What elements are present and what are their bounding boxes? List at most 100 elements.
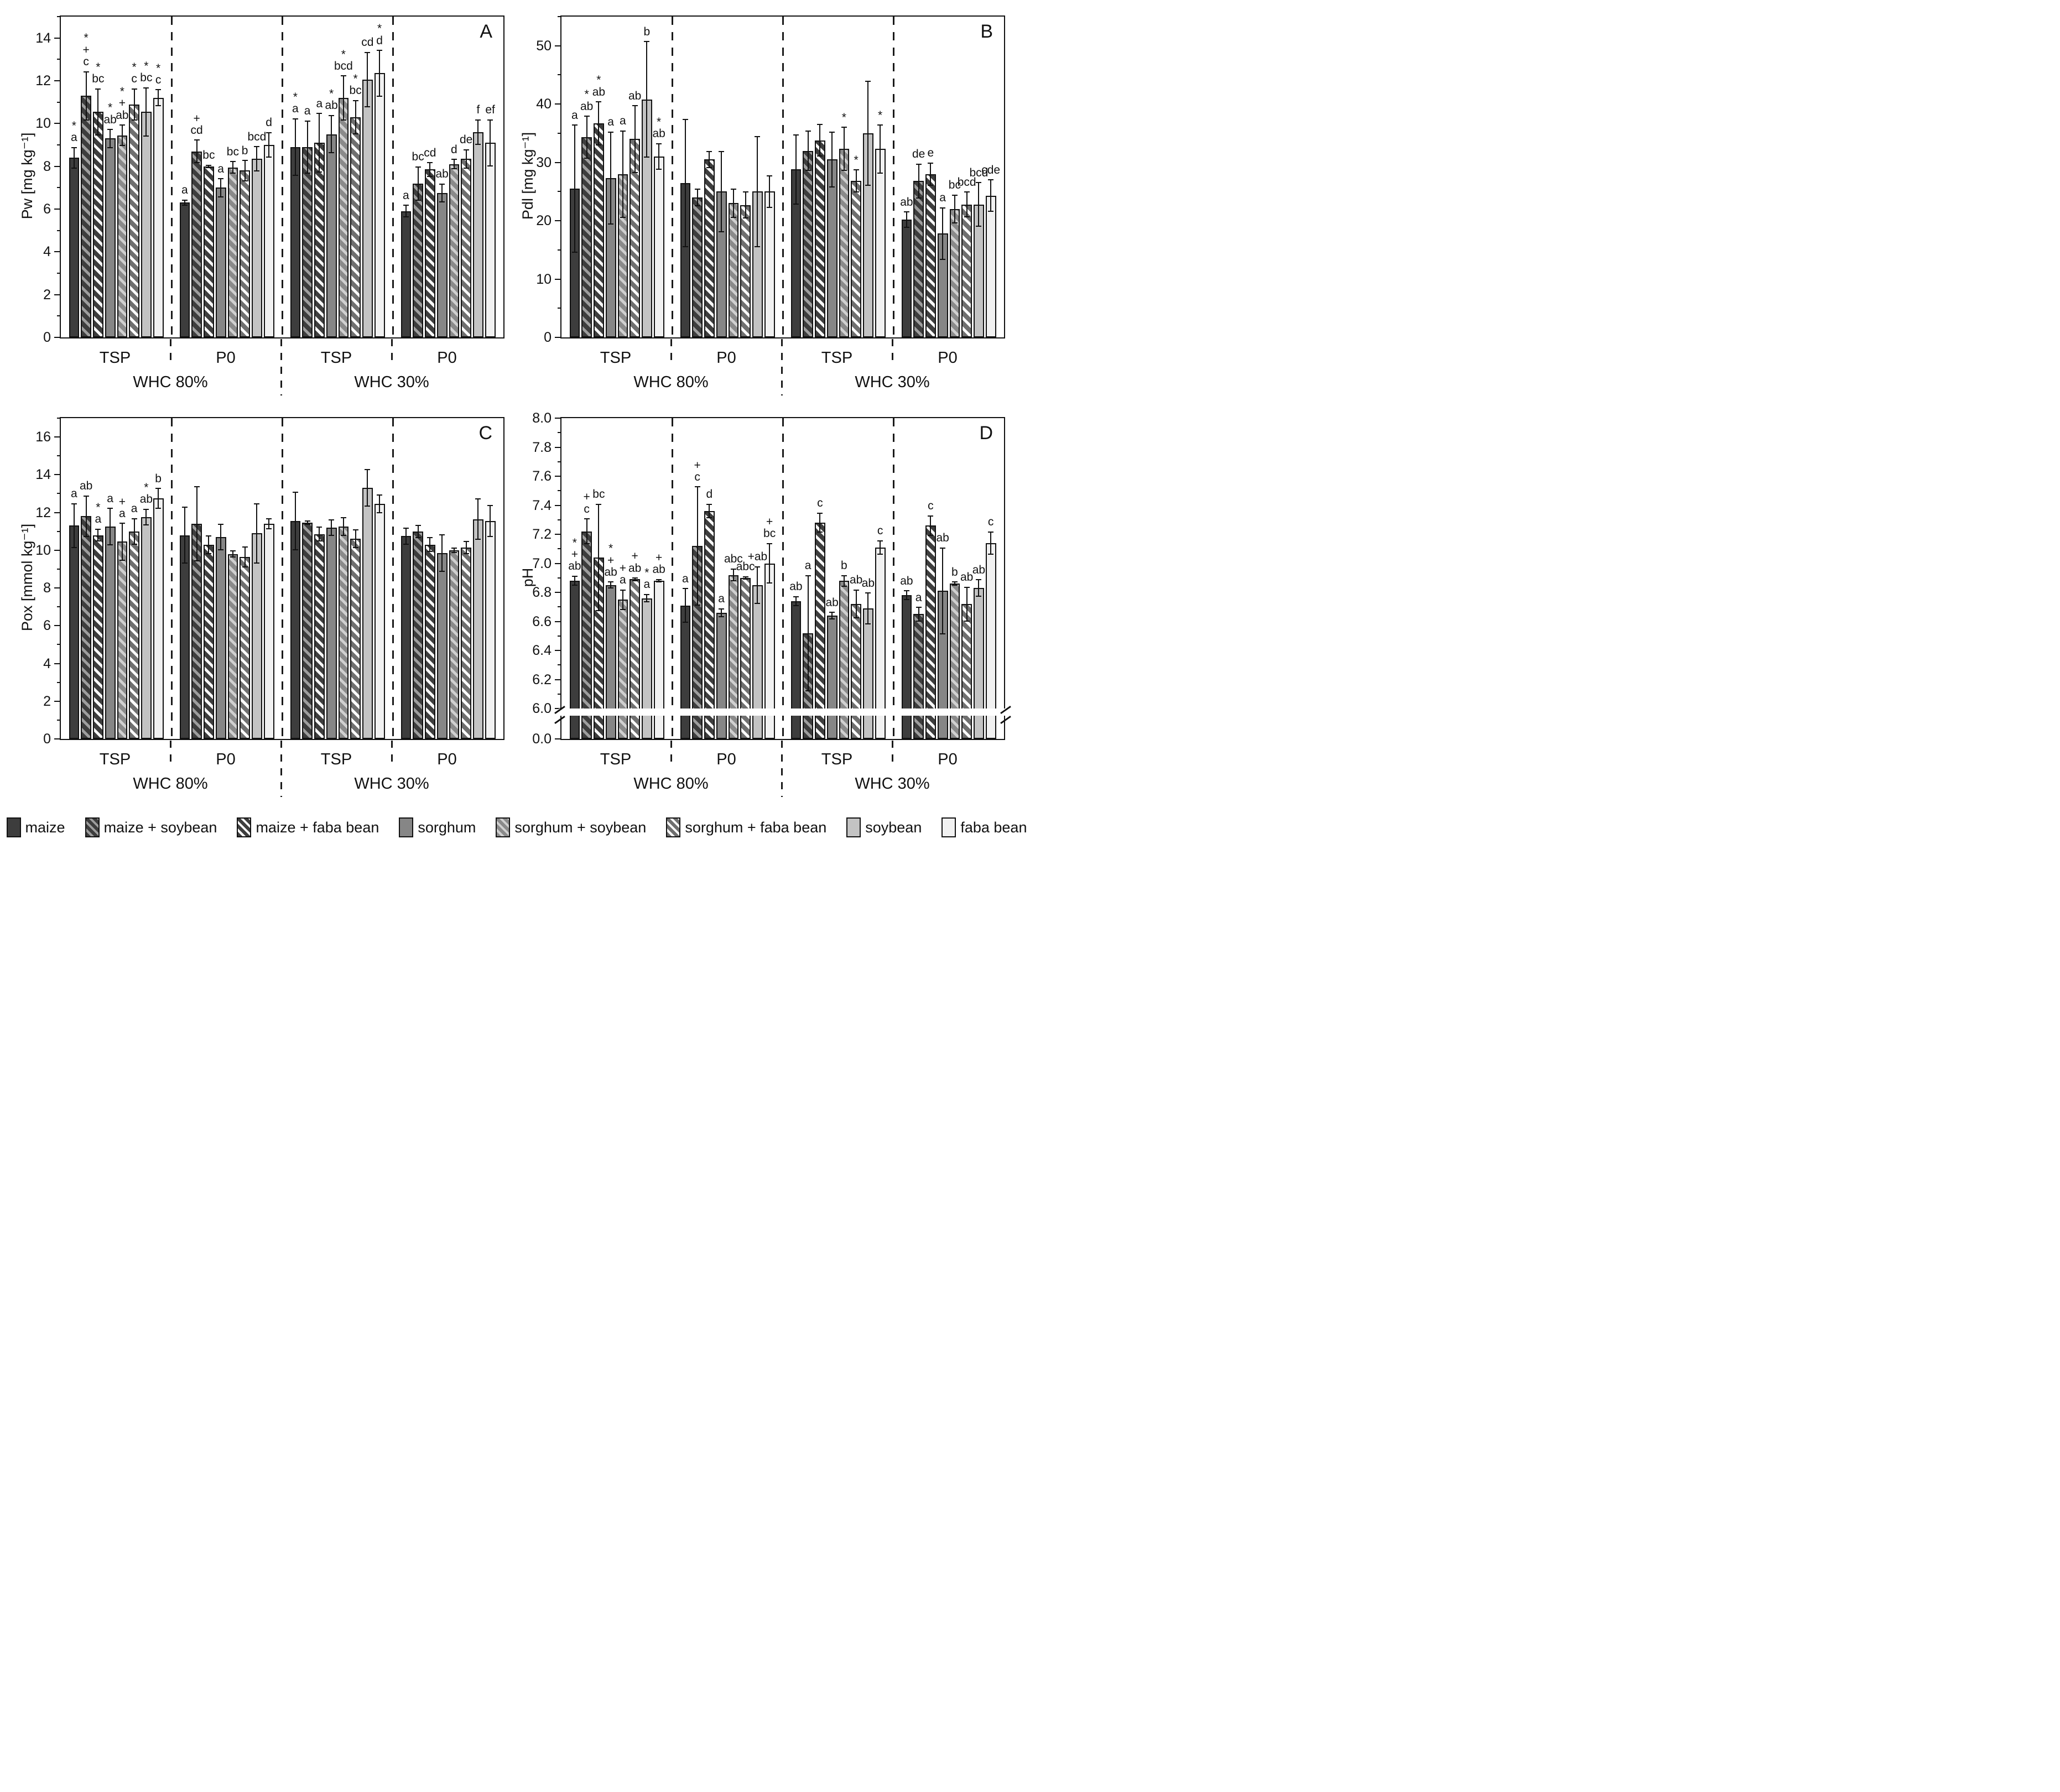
group-separator-below-axis <box>169 339 171 360</box>
significance-label: * d <box>376 22 383 47</box>
bar-maize-faba-bean <box>93 112 103 337</box>
y-axis-tick-label: 2 <box>43 286 51 303</box>
significance-label: bcd <box>957 175 976 189</box>
error-bar <box>817 124 823 157</box>
y-axis-tick <box>555 592 561 593</box>
bar-maize-soybean <box>581 531 592 739</box>
y-axis-tick-label: 0 <box>544 330 552 345</box>
bar-soybean <box>252 159 262 337</box>
y-axis-minor-tick <box>57 644 61 645</box>
error-bar <box>83 495 89 537</box>
error-bar <box>596 101 602 146</box>
y-axis-tick <box>54 165 61 167</box>
y-axis-tick <box>54 738 61 739</box>
significance-label: ab <box>900 574 913 587</box>
error-bar <box>719 608 725 617</box>
y-axis-tick-label: 6.4 <box>532 643 552 658</box>
error-bar <box>805 130 811 171</box>
y-axis-minor-tick <box>558 74 561 76</box>
y-axis-tick-label: 6.8 <box>532 585 552 600</box>
y-axis-minor-tick <box>558 548 561 550</box>
significance-label: a <box>107 492 113 505</box>
bar-sorghum-soybean <box>117 541 128 739</box>
error-bar <box>427 162 433 177</box>
bar-maize <box>69 158 80 337</box>
significance-label: * ab <box>325 87 338 112</box>
bar-maize-faba-bean <box>425 169 435 337</box>
significance-label: + cd <box>190 112 203 137</box>
bar-soybean <box>473 132 483 337</box>
error-bar <box>463 540 469 554</box>
significance-label: a <box>181 184 188 197</box>
y-axis-minor-tick <box>57 418 61 419</box>
bar-sorghum-faba-bean <box>129 104 139 337</box>
error-bar <box>292 118 298 176</box>
legend: maize maize + soybean maize + faba bean sor… <box>6 817 1027 837</box>
y-axis-tick <box>555 621 561 622</box>
legend-item: faba bean <box>941 817 1027 837</box>
bar-sorghum-soybean <box>949 209 960 337</box>
bar-soybean <box>141 112 152 337</box>
bar-maize-faba-bean <box>314 534 325 739</box>
error-bar <box>620 130 626 218</box>
error-bar <box>107 129 113 148</box>
panel-D: pH D 6.0 6.2 6.4 6.6 6.8 7.0 7.2 7.4 7.6 7.8 8.0 0.0… <box>509 411 1011 799</box>
error-bar <box>841 575 847 587</box>
y-axis-tick <box>555 45 561 46</box>
group-separator <box>671 17 673 337</box>
error-bar <box>119 523 125 561</box>
legend-item: sorghum + soybean <box>496 817 646 837</box>
plot-area-B: B 0 10 20 30 40 50 a * ab * ab a a ab b * ab * * * ab de e a b… <box>536 15 1005 345</box>
y-axis-minor-tick <box>57 455 61 457</box>
bar-sorghum-faba-bean <box>350 539 361 739</box>
group-separator-below-axis <box>670 339 672 360</box>
error-bar <box>976 182 982 227</box>
legend-swatch-maize-faba-bean <box>237 817 252 837</box>
y-axis-tick <box>54 123 61 124</box>
y-axis-tick-label: 30 <box>536 154 552 170</box>
y-axis-tick-label: 12 <box>35 504 51 520</box>
legend-label: soybean <box>865 819 922 836</box>
bar-sorghum <box>326 134 337 337</box>
error-bar <box>805 575 811 691</box>
y-axis-label-C: Pox [mmol kg⁻¹] <box>19 523 35 632</box>
bar-maize-faba-bean <box>925 174 936 337</box>
significance-label: * a <box>95 501 102 526</box>
group-separator <box>782 17 784 337</box>
y-axis-tick <box>555 679 561 680</box>
bar-soybean <box>752 585 763 739</box>
error-bar <box>706 503 712 519</box>
y-axis-minor-tick <box>558 16 561 17</box>
y-axis-minor-tick <box>558 249 561 251</box>
significance-label: abc <box>736 560 755 574</box>
error-bar <box>95 88 101 136</box>
significance-label: * ab <box>580 88 594 113</box>
bar-maize-faba-bean <box>204 544 214 739</box>
bar-sorghum-soybean <box>728 203 739 337</box>
error-bar <box>988 179 994 212</box>
error-bar <box>976 579 982 597</box>
significance-label: b <box>155 472 162 485</box>
error-bar <box>793 134 799 205</box>
significance-label: * bc <box>140 59 153 85</box>
error-bar <box>131 518 137 545</box>
error-bar <box>742 576 748 580</box>
group-separator <box>671 418 673 739</box>
group-label-tsp: TSP <box>821 751 853 768</box>
y-axis-minor-tick <box>558 461 561 462</box>
error-bar <box>940 547 946 635</box>
significance-label: a <box>939 191 946 205</box>
significance-label: c <box>877 524 883 538</box>
significance-label: ab <box>900 195 913 209</box>
group-separator <box>892 418 894 739</box>
y-axis-minor-tick <box>57 273 61 274</box>
error-bar <box>242 160 248 181</box>
legend-label: sorghum + faba bean <box>685 819 827 836</box>
y-axis-tick-label: 6 <box>43 618 51 634</box>
bar-faba-bean <box>985 195 996 337</box>
y-axis-tick <box>555 220 561 222</box>
panel-C: Pox [mmol kg⁻¹] C 0 2 4 6 8 10 12 14 16 a ab * a a + a… <box>9 411 509 799</box>
bar-maize <box>290 520 301 739</box>
bar-faba-bean <box>374 504 385 739</box>
group-label-tsp: TSP <box>600 751 632 768</box>
